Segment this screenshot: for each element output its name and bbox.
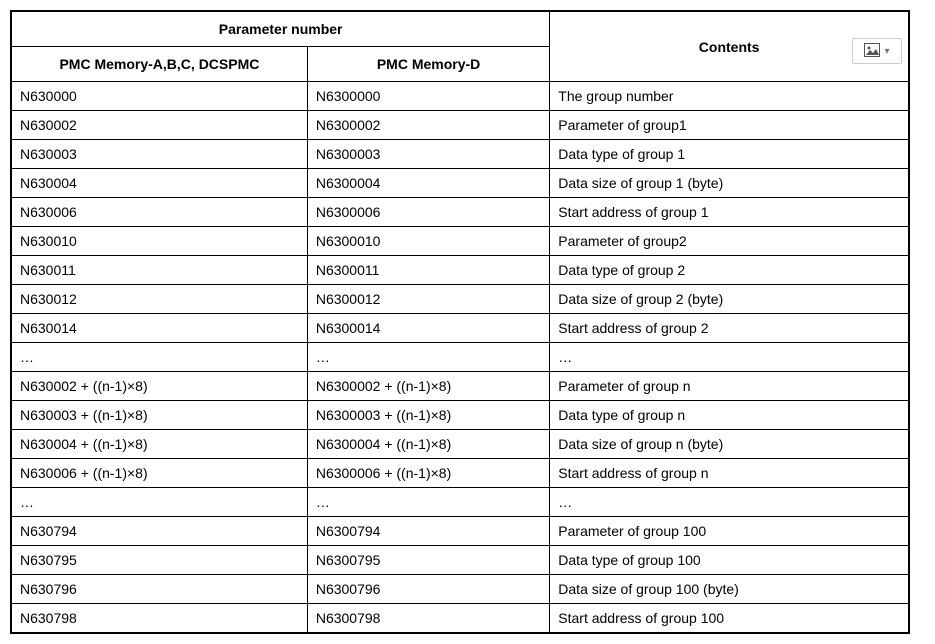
cell-memory-d: N6300003 — [307, 140, 549, 169]
table-row: N630006 + ((n-1)×8)N6300006 + ((n-1)×8)S… — [11, 459, 909, 488]
table-row: N630795N6300795Data type of group 100 — [11, 546, 909, 575]
cell-memory-abc: N630011 — [11, 256, 307, 285]
table-row: N630011N6300011Data type of group 2 — [11, 256, 909, 285]
cell-memory-d: N6300006 — [307, 198, 549, 227]
cell-memory-abc: N630004 — [11, 169, 307, 198]
table-row: N630000N6300000The group number — [11, 82, 909, 111]
table-row: N630004 + ((n-1)×8)N6300004 + ((n-1)×8)D… — [11, 430, 909, 459]
cell-memory-d: N6300010 — [307, 227, 549, 256]
cell-memory-d: N6300798 — [307, 604, 549, 634]
cell-contents: Parameter of group1 — [550, 111, 909, 140]
cell-memory-abc: N630794 — [11, 517, 307, 546]
table-row: N630003N6300003Data type of group 1 — [11, 140, 909, 169]
cell-memory-abc: N630006 + ((n-1)×8) — [11, 459, 307, 488]
cell-contents: Parameter of group2 — [550, 227, 909, 256]
cell-contents: Data type of group 100 — [550, 546, 909, 575]
cell-contents: … — [550, 343, 909, 372]
cell-memory-d: N6300014 — [307, 314, 549, 343]
cell-contents: … — [550, 488, 909, 517]
cell-contents: Data size of group n (byte) — [550, 430, 909, 459]
table-row: N630796N6300796Data size of group 100 (b… — [11, 575, 909, 604]
table-row: N630010N6300010Parameter of group2 — [11, 227, 909, 256]
cell-memory-d: N6300795 — [307, 546, 549, 575]
cell-contents: Data size of group 100 (byte) — [550, 575, 909, 604]
cell-contents: The group number — [550, 82, 909, 111]
header-col-a: PMC Memory-A,B,C, DCSPMC — [11, 47, 307, 82]
cell-memory-d: … — [307, 488, 549, 517]
cell-memory-abc: N630796 — [11, 575, 307, 604]
cell-memory-abc: … — [11, 488, 307, 517]
cell-memory-d: N6300002 — [307, 111, 549, 140]
cell-memory-abc: N630010 — [11, 227, 307, 256]
cell-contents: Start address of group 100 — [550, 604, 909, 634]
cell-memory-d: N6300794 — [307, 517, 549, 546]
cell-memory-d: N6300003 + ((n-1)×8) — [307, 401, 549, 430]
image-options-widget[interactable]: ▾ — [852, 38, 902, 64]
cell-memory-abc: N630006 — [11, 198, 307, 227]
table-row: N630002 + ((n-1)×8)N6300002 + ((n-1)×8)P… — [11, 372, 909, 401]
cell-memory-abc: … — [11, 343, 307, 372]
cell-memory-d: N6300000 — [307, 82, 549, 111]
cell-contents: Data type of group n — [550, 401, 909, 430]
cell-memory-abc: N630002 + ((n-1)×8) — [11, 372, 307, 401]
cell-memory-d: N6300012 — [307, 285, 549, 314]
cell-contents: Start address of group 1 — [550, 198, 909, 227]
table-row: N630794N6300794Parameter of group 100 — [11, 517, 909, 546]
table-row: N630014N6300014Start address of group 2 — [11, 314, 909, 343]
header-col-d: PMC Memory-D — [307, 47, 549, 82]
cell-memory-d: N6300004 + ((n-1)×8) — [307, 430, 549, 459]
cell-contents: Start address of group 2 — [550, 314, 909, 343]
cell-contents: Data size of group 2 (byte) — [550, 285, 909, 314]
cell-memory-abc: N630795 — [11, 546, 307, 575]
cell-contents: Parameter of group n — [550, 372, 909, 401]
table-row: N630006N6300006Start address of group 1 — [11, 198, 909, 227]
parameter-table: Parameter number Contents PMC Memory-A,B… — [10, 10, 910, 634]
cell-memory-d: N6300002 + ((n-1)×8) — [307, 372, 549, 401]
cell-contents: Data size of group 1 (byte) — [550, 169, 909, 198]
table-body: N630000N6300000The group numberN630002N6… — [11, 82, 909, 634]
cell-memory-abc: N630000 — [11, 82, 307, 111]
cell-memory-d: N6300796 — [307, 575, 549, 604]
cell-contents: Start address of group n — [550, 459, 909, 488]
table-row: N630798N6300798Start address of group 10… — [11, 604, 909, 634]
cell-memory-abc: N630014 — [11, 314, 307, 343]
cell-memory-abc: N630002 — [11, 111, 307, 140]
table-row: N630012N6300012Data size of group 2 (byt… — [11, 285, 909, 314]
image-icon — [864, 43, 880, 60]
chevron-down-icon: ▾ — [884, 46, 889, 57]
header-parameter-number: Parameter number — [11, 11, 550, 47]
cell-memory-d: N6300004 — [307, 169, 549, 198]
cell-memory-d: … — [307, 343, 549, 372]
table-wrapper: ▾ Parameter number Contents PMC Memory-A… — [10, 10, 910, 634]
table-row: ……… — [11, 343, 909, 372]
table-row: N630002N6300002Parameter of group1 — [11, 111, 909, 140]
cell-memory-d: N6300006 + ((n-1)×8) — [307, 459, 549, 488]
cell-memory-abc: N630798 — [11, 604, 307, 634]
table-row: ……… — [11, 488, 909, 517]
cell-memory-d: N6300011 — [307, 256, 549, 285]
table-header-row-1: Parameter number Contents — [11, 11, 909, 47]
cell-memory-abc: N630004 + ((n-1)×8) — [11, 430, 307, 459]
cell-contents: Data type of group 2 — [550, 256, 909, 285]
cell-memory-abc: N630012 — [11, 285, 307, 314]
cell-memory-abc: N630003 + ((n-1)×8) — [11, 401, 307, 430]
cell-contents: Data type of group 1 — [550, 140, 909, 169]
table-row: N630003 + ((n-1)×8)N6300003 + ((n-1)×8)D… — [11, 401, 909, 430]
cell-memory-abc: N630003 — [11, 140, 307, 169]
table-row: N630004N6300004Data size of group 1 (byt… — [11, 169, 909, 198]
cell-contents: Parameter of group 100 — [550, 517, 909, 546]
